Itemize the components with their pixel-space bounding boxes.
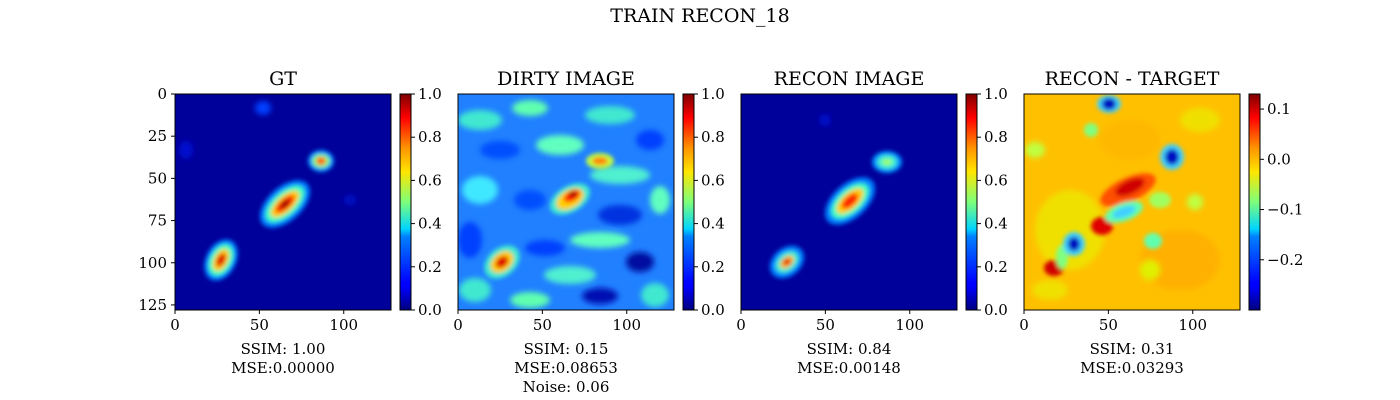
colorbar-diff [1248,93,1261,311]
colorbar-tick-label-dirty: 0.4 [701,215,725,233]
xtick-label-dirty: 0 [453,316,463,334]
xtick-label-recon: 100 [895,316,924,334]
colorbar-tick-label-recon: 1.0 [984,85,1008,103]
xtick-label-gt: 50 [250,316,269,334]
heatmap-gt [175,94,391,310]
xtick-label-diff: 100 [1178,316,1207,334]
colorbar-tick-label-recon: 0.0 [984,301,1008,319]
tick-layer: 0 50 100 0 25 50 75 100 125 0.0 0.2 0.4 0.6 0.8 1.0 0 50… [138,85,1303,334]
colorbar-tick-label-dirty: 0.2 [701,258,725,276]
panel-title-dirty: DIRTY IMAGE [497,68,635,90]
colorbar-tick-label-recon: 0.8 [984,128,1008,146]
colorbar-tick-label-dirty: 1.0 [701,85,725,103]
colorbar-tick-label-diff: 0.1 [1267,100,1291,118]
xtick-label-diff: 0 [1019,316,1029,334]
caption-gt: SSIM: 1.00 MSE:0.00000 [183,340,383,378]
caption-gt-ssim: SSIM: 1.00 [240,340,326,358]
colorbar-tick-label-dirty: 0.8 [701,128,725,146]
axes-frame-dirty [457,93,675,311]
xtick-label-diff: 50 [1099,316,1118,334]
colorbar-tick-label-gt: 0.8 [418,128,442,146]
ytick-label-gt: 25 [148,127,167,145]
caption-recon-mse: MSE:0.00148 [797,359,901,377]
caption-dirty-noise: Noise: 0.06 [522,378,610,396]
panel-title-gt: GT [269,68,297,90]
heatmap-dirty [458,94,674,310]
colorbar-tick-label-diff: 0.0 [1267,150,1291,168]
axes-frame-recon [740,93,958,311]
colorbar-tick-label-diff: −0.1 [1267,201,1303,219]
panel-title-diff: RECON - TARGET [1044,68,1220,90]
xtick-label-recon: 0 [736,316,746,334]
ytick-label-gt: 0 [157,85,167,103]
caption-dirty: SSIM: 0.15 MSE:0.08653 Noise: 0.06 [466,340,666,397]
colorbar-tick-label-gt: 1.0 [418,85,442,103]
xtick-label-gt: 0 [170,316,180,334]
xtick-label-gt: 100 [329,316,358,334]
xtick-label-recon: 50 [816,316,835,334]
colorbar-gt [399,93,412,311]
xtick-label-dirty: 50 [533,316,552,334]
colorbar-tick-label-dirty: 0.6 [701,171,725,189]
heatmap-recon [741,94,957,310]
colorbar-tick-label-recon: 0.2 [984,258,1008,276]
colorbar-tick-label-diff: −0.2 [1267,251,1303,269]
colorbar-tick-label-gt: 0.4 [418,215,442,233]
heatmap-diff [1024,94,1240,310]
xtick-label-dirty: 100 [612,316,641,334]
colorbar-tick-label-dirty: 0.0 [701,301,725,319]
ytick-label-gt: 50 [148,169,167,187]
axes-frame-diff [1023,93,1241,311]
caption-gt-mse: MSE:0.00000 [231,359,335,377]
caption-diff-ssim: SSIM: 0.31 [1089,340,1175,358]
colorbar-tick-label-recon: 0.4 [984,215,1008,233]
caption-diff: SSIM: 0.31 MSE:0.03293 [1032,340,1232,378]
ytick-label-gt: 100 [138,254,167,272]
colorbar-tick-label-gt: 0.0 [418,301,442,319]
ytick-label-gt: 75 [148,212,167,230]
figure-title: TRAIN RECON_18 [610,5,790,27]
colorbar-tick-label-gt: 0.6 [418,171,442,189]
colorbar-tick-label-gt: 0.2 [418,258,442,276]
colorbar-dirty [682,93,695,311]
colorbar-recon [965,93,978,311]
panel-title-recon: RECON IMAGE [773,68,925,90]
colorbar-tick-label-recon: 0.6 [984,171,1008,189]
caption-dirty-ssim: SSIM: 0.15 [523,340,609,358]
caption-diff-mse: MSE:0.03293 [1080,359,1184,377]
axes-frame-gt [174,93,392,311]
caption-dirty-mse: MSE:0.08653 [514,359,618,377]
ytick-label-gt: 125 [138,296,167,314]
caption-recon-ssim: SSIM: 0.84 [806,340,892,358]
caption-recon: SSIM: 0.84 MSE:0.00148 [749,340,949,378]
